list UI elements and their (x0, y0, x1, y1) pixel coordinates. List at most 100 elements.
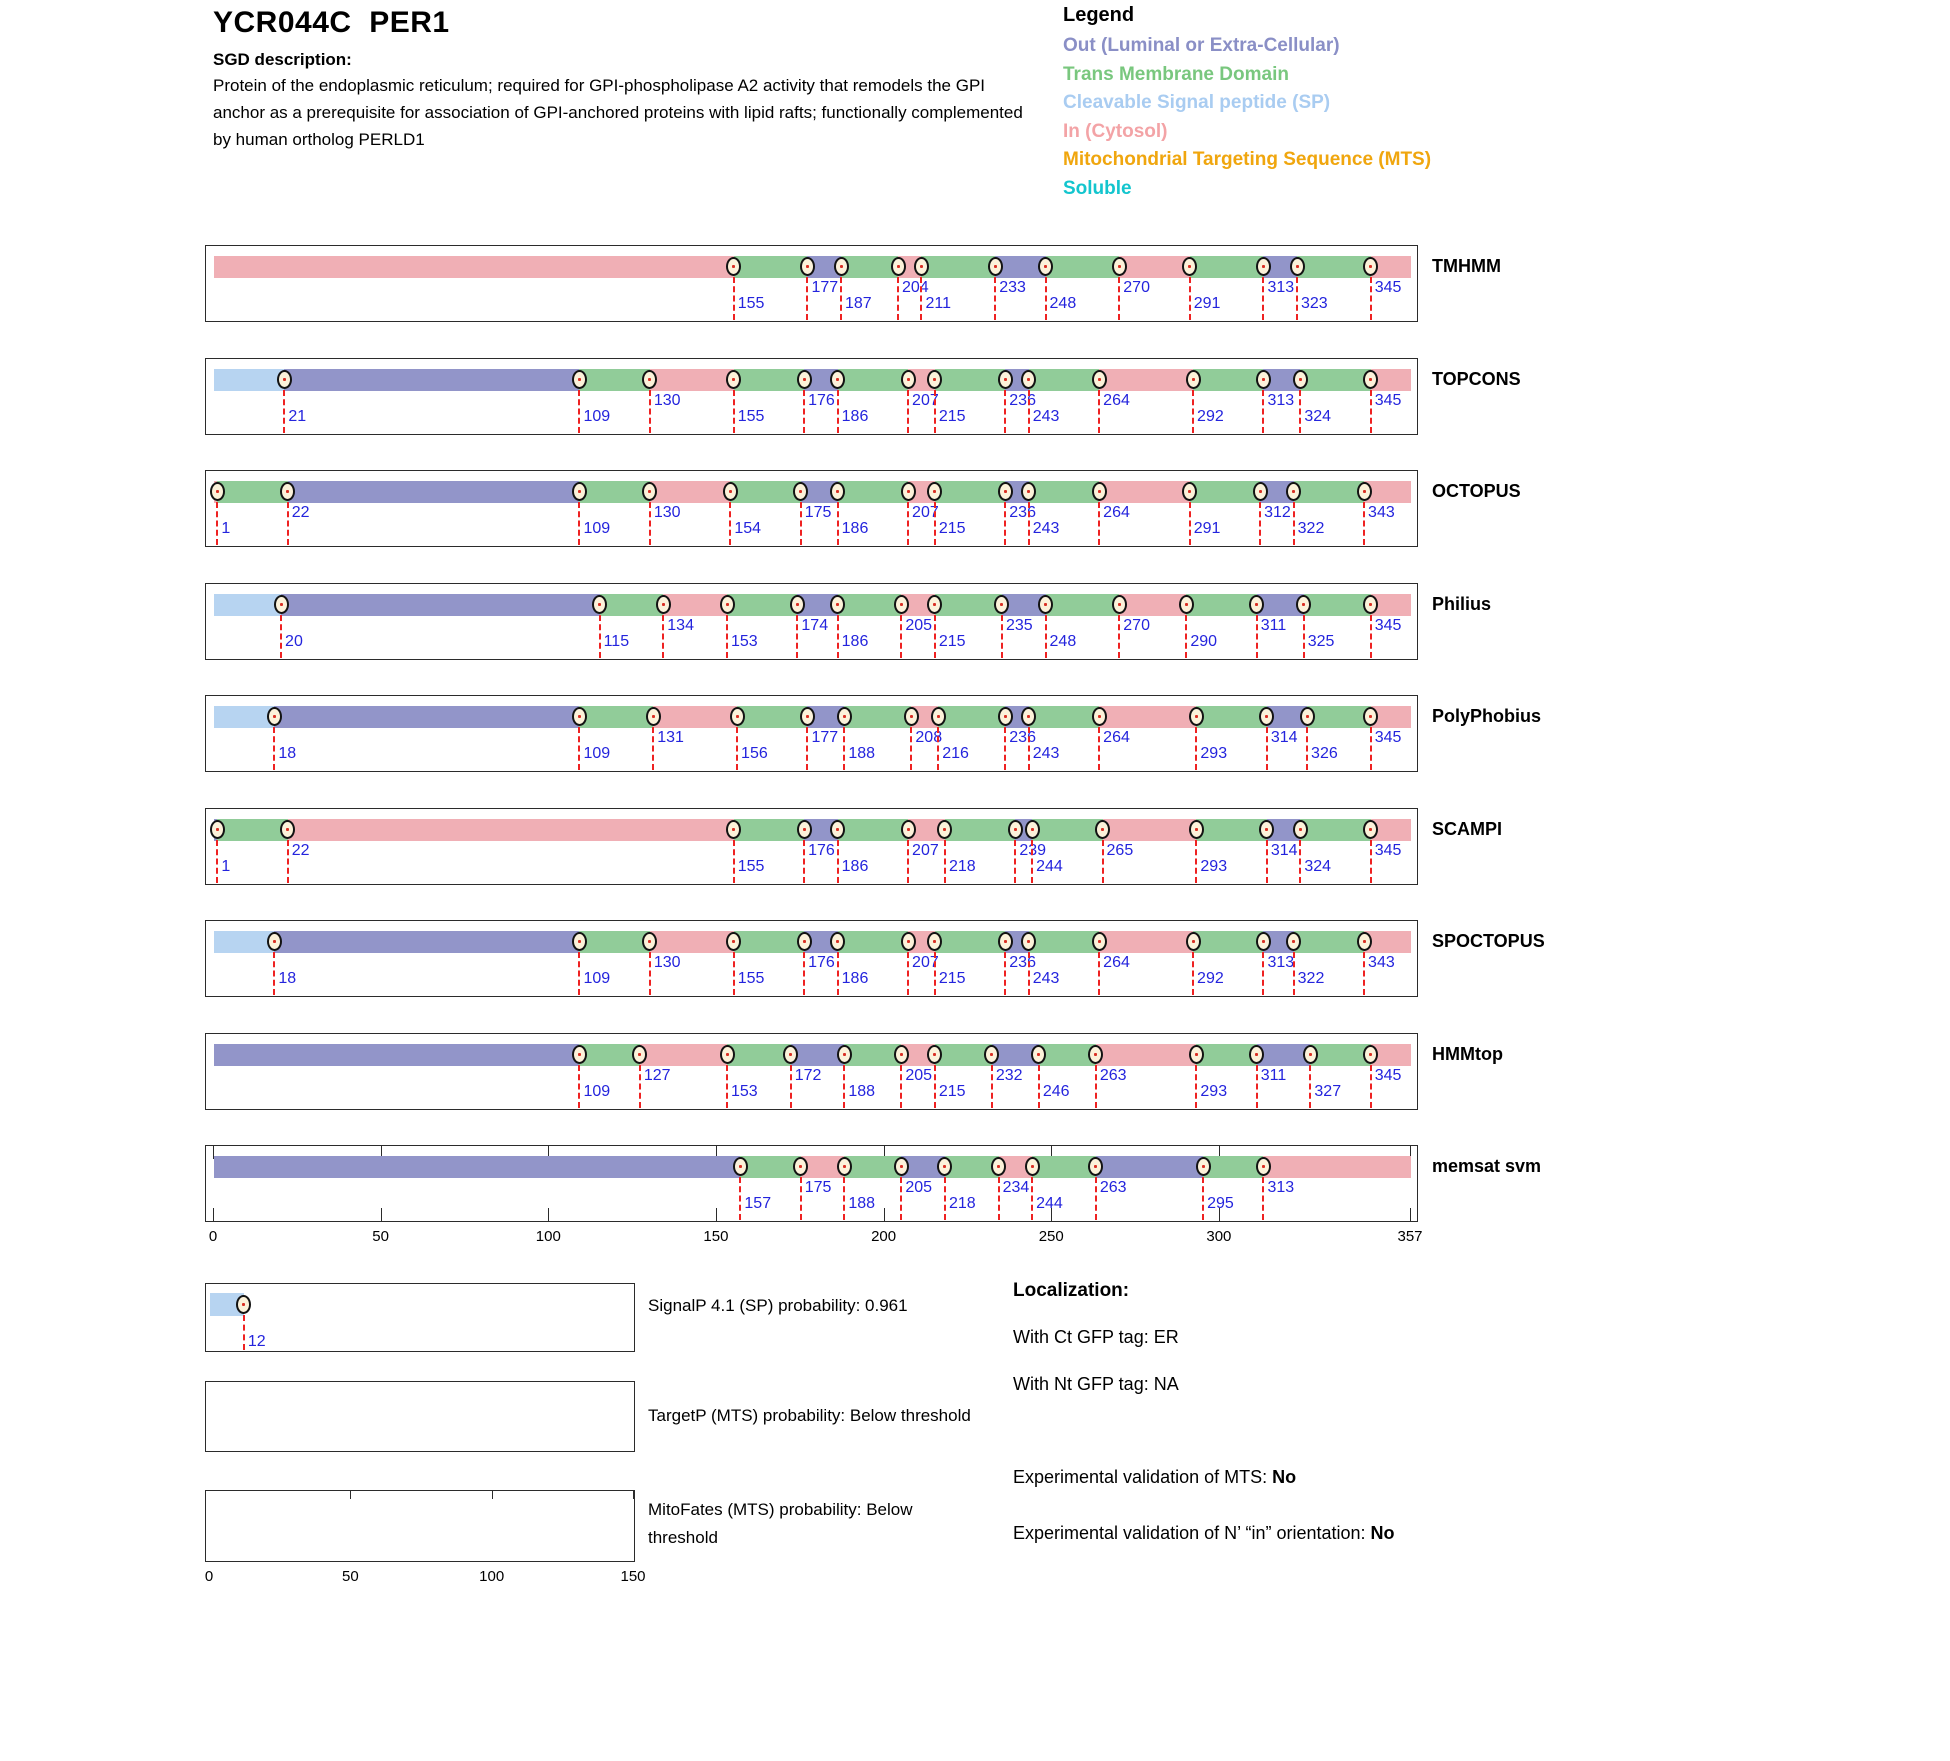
boundary-label: 188 (848, 1083, 876, 1100)
segment-tm (1028, 369, 1100, 391)
boundary-dash-line (920, 277, 923, 320)
boundary-marker (1091, 482, 1107, 501)
boundary-label: 248 (1049, 295, 1077, 312)
boundary-dash-line (1195, 727, 1198, 770)
boundary-marker (1296, 595, 1312, 614)
boundary-label: 215 (938, 633, 966, 650)
boundary-dash-line (1265, 840, 1268, 883)
x-axis-tick-label: 200 (871, 1228, 897, 1245)
boundary-dash-line (729, 502, 732, 545)
boundary-marker (266, 707, 282, 726)
boundary-marker (1363, 1045, 1379, 1064)
boundary-marker (1356, 482, 1372, 501)
boundary-label: 188 (848, 1195, 876, 1212)
segment-in (1370, 819, 1411, 841)
segment-tm (733, 931, 805, 953)
boundary-marker (830, 370, 846, 389)
segment-tm (599, 594, 664, 616)
boundary-marker (1091, 707, 1107, 726)
boundary-label: 155 (737, 408, 765, 425)
boundary-marker (645, 707, 661, 726)
segment-tm (841, 256, 898, 278)
boundary-marker (937, 1157, 953, 1176)
experimental-validation-mts: Experimental validation of MTS: No (1013, 1467, 1296, 1488)
boundary-label: 290 (1190, 633, 1218, 650)
segment-out (995, 256, 1046, 278)
boundary-dash-line (1262, 277, 1265, 320)
segment-out (284, 369, 580, 391)
boundary-marker (1185, 370, 1201, 389)
boundary-dash-line (933, 952, 936, 995)
x-axis-tick-label: 300 (1206, 1228, 1232, 1245)
boundary-marker (799, 257, 815, 276)
mitofates-panel (205, 1490, 635, 1562)
segment-in (1370, 369, 1411, 391)
segment-out (901, 1156, 945, 1178)
segment-tm (921, 256, 996, 278)
boundary-dash-line (1262, 390, 1265, 433)
legend-item-soluble: Soluble (1063, 177, 1132, 199)
boundary-marker (1363, 370, 1379, 389)
segment-tm (1196, 706, 1267, 728)
targetp-panel (205, 1381, 635, 1452)
boundary-label: 263 (1099, 1179, 1127, 1196)
boundary-label: 176 (808, 392, 835, 409)
panel-bottom-tick (715, 1208, 717, 1221)
segment-tm (579, 1044, 640, 1066)
targetp-probability-text: TargetP (MTS) probability: Below thresho… (648, 1406, 971, 1425)
boundary-marker (930, 707, 946, 726)
boundary-label: 293 (1200, 858, 1228, 875)
boundary-dash-line (578, 727, 581, 770)
panel-bottom-tick (1410, 1208, 1411, 1221)
track-panel-memsat-svm: 157 175 188 205 218 234 244 263 295 313 (205, 1145, 1418, 1222)
boundary-label: 233 (999, 279, 1026, 296)
boundary-dash-line (1098, 952, 1101, 995)
boundary-label: 20 (285, 633, 303, 650)
boundary-marker (987, 257, 1003, 276)
boundary-label: 235 (1005, 617, 1033, 634)
boundary-marker (571, 932, 587, 951)
segment-out (797, 594, 838, 616)
boundary-marker (642, 482, 658, 501)
track-name: HMMtop (1432, 1044, 1503, 1064)
segment-tm (1038, 1044, 1096, 1066)
panel-bottom-tick (380, 1208, 382, 1221)
boundary-dash-line (900, 615, 903, 658)
boundary-label: 322 (1297, 970, 1325, 987)
segment-tm (1028, 931, 1100, 953)
segment-out (790, 1044, 845, 1066)
mitofates-probability-text-line1: MitoFates (MTS) probability: Below (648, 1500, 913, 1519)
boundary-label: 325 (1307, 633, 1335, 650)
segment-tm (740, 1156, 801, 1178)
boundary-marker (1038, 257, 1054, 276)
boundary-dash-line (1004, 727, 1007, 770)
boundary-dash-line (803, 952, 806, 995)
mitofates-axis-tick-label: 100 (479, 1568, 505, 1585)
sgd-description-text: Protein of the endoplasmic reticulum; re… (213, 76, 1023, 149)
segment-in (800, 1156, 845, 1178)
track-name: memsat svm (1432, 1156, 1542, 1176)
boundary-marker (1255, 1157, 1271, 1176)
segment-tm (837, 481, 909, 503)
signalp-panel: 12 (205, 1283, 635, 1352)
segment-in (1102, 819, 1197, 841)
boundary-marker (266, 932, 282, 951)
legend-item-sp: Cleavable Signal peptide (SP) (1063, 92, 1331, 113)
boundary-dash-line (1185, 615, 1188, 658)
segment-tm (1303, 594, 1371, 616)
boundary-dash-line (1262, 952, 1265, 995)
boundary-label: 155 (737, 295, 765, 312)
boundary-marker (1188, 1045, 1204, 1064)
boundary-marker (719, 595, 735, 614)
boundary-marker (1259, 707, 1275, 726)
boundary-label: 292 (1197, 408, 1224, 425)
signalp-sp-segment (210, 1293, 244, 1316)
boundary-label: 314 (1270, 729, 1298, 746)
boundary-dash-line (638, 1065, 641, 1108)
boundary-marker (655, 595, 671, 614)
boundary-marker (997, 932, 1013, 951)
segment-tm (837, 931, 909, 953)
boundary-dash-line (1363, 502, 1366, 545)
boundary-label: 263 (1099, 1067, 1127, 1084)
segment-tm (1032, 819, 1103, 841)
